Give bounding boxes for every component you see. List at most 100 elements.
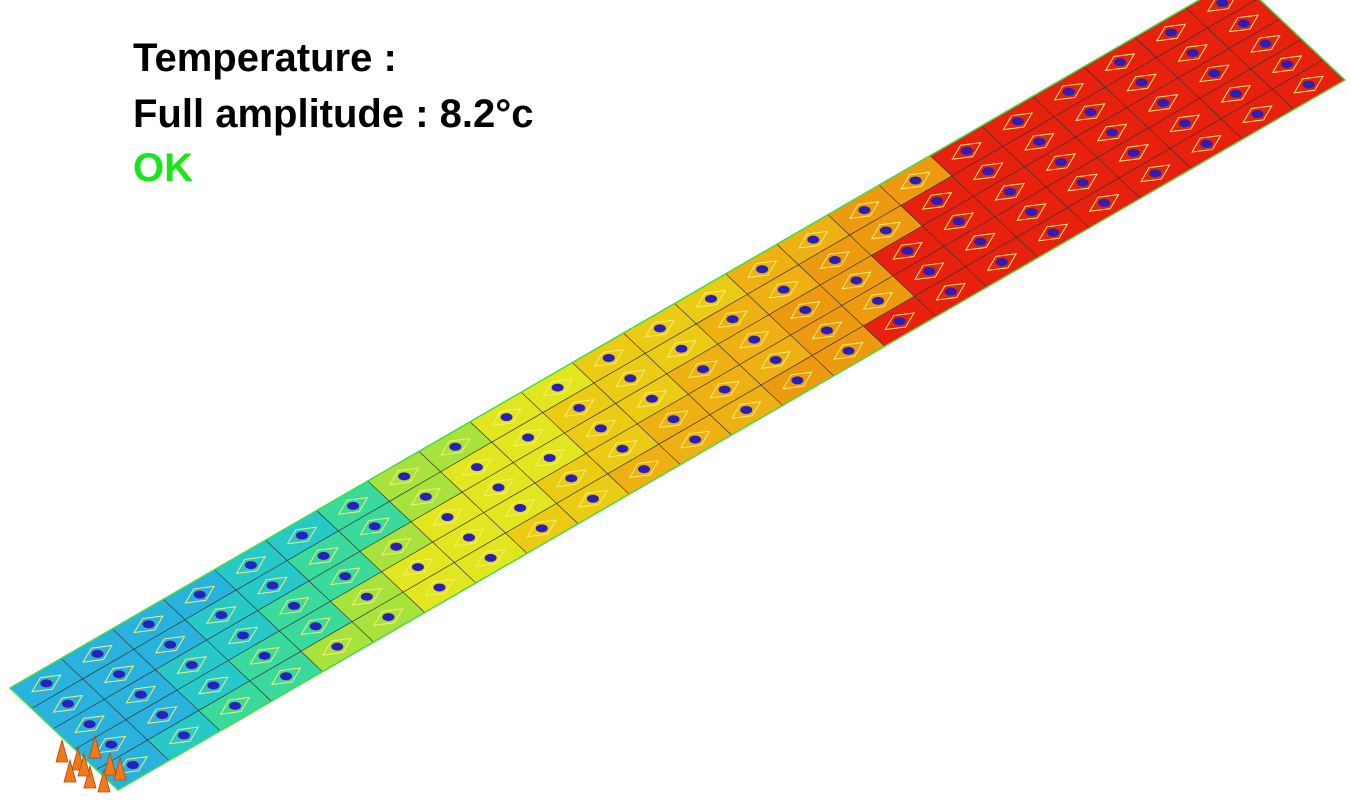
probe — [536, 524, 548, 532]
probe — [791, 376, 803, 384]
probe — [113, 670, 125, 678]
probe — [756, 265, 768, 273]
probe — [156, 711, 168, 719]
probe — [398, 472, 410, 480]
probe — [770, 356, 782, 364]
probe — [624, 374, 636, 382]
probe — [1208, 69, 1220, 77]
probe — [843, 347, 855, 355]
probe — [638, 465, 650, 473]
probe — [689, 436, 701, 444]
viewport: Temperature : Full amplitude : 8.2°c OK — [0, 0, 1351, 807]
probe — [1303, 81, 1315, 89]
probe — [237, 631, 249, 639]
probe — [953, 217, 965, 225]
probe — [229, 702, 241, 710]
probe — [91, 650, 103, 658]
probe — [858, 206, 870, 214]
probe — [471, 463, 483, 471]
probe — [675, 345, 687, 353]
probe — [259, 652, 271, 660]
probe — [850, 276, 862, 284]
probe — [544, 454, 556, 462]
probe — [1084, 108, 1096, 116]
probe — [974, 238, 986, 246]
probe — [961, 147, 973, 155]
probe — [245, 561, 257, 569]
probe — [1252, 110, 1264, 118]
probe — [361, 593, 373, 601]
probe — [493, 484, 505, 492]
probe — [164, 641, 176, 649]
probe — [872, 297, 884, 305]
probe — [1281, 60, 1293, 68]
probe — [186, 661, 198, 669]
probe — [778, 286, 790, 294]
probe — [923, 267, 935, 275]
probe — [1149, 169, 1161, 177]
probe — [668, 415, 680, 423]
probe — [1114, 58, 1126, 66]
probe — [1187, 49, 1199, 57]
heat-source — [56, 740, 68, 762]
probe — [143, 620, 155, 628]
probe — [1106, 129, 1118, 137]
probe — [646, 395, 658, 403]
probe — [266, 581, 278, 589]
status: OK — [133, 148, 193, 188]
probe — [894, 317, 906, 325]
probe — [449, 443, 461, 451]
probe — [1055, 158, 1067, 166]
probe — [105, 741, 117, 749]
probe — [996, 258, 1008, 266]
probe — [310, 622, 322, 630]
probe — [748, 336, 760, 344]
probe — [1047, 229, 1059, 237]
probe — [727, 315, 739, 323]
probe — [1179, 119, 1191, 127]
probe — [441, 513, 453, 521]
probe — [1136, 79, 1148, 87]
amplitude: Full amplitude : 8.2°c — [133, 94, 534, 134]
probe — [62, 700, 74, 708]
probe — [420, 493, 432, 501]
probe — [127, 761, 139, 769]
probe — [565, 474, 577, 482]
probe — [902, 247, 914, 255]
probe — [603, 354, 615, 362]
probe — [552, 384, 564, 392]
probe — [1004, 188, 1016, 196]
probe — [1259, 40, 1271, 48]
probe — [1063, 88, 1075, 96]
probe — [280, 672, 292, 680]
probe — [288, 602, 300, 610]
probe — [821, 326, 833, 334]
probe — [1025, 208, 1037, 216]
probe — [318, 552, 330, 560]
probe — [500, 413, 512, 421]
probe — [654, 324, 666, 332]
probe — [616, 445, 628, 453]
probe — [390, 543, 402, 551]
probe — [1033, 138, 1045, 146]
probe — [339, 572, 351, 580]
probe — [595, 424, 607, 432]
probe — [1200, 140, 1212, 148]
probe — [1012, 117, 1024, 125]
probe — [880, 226, 892, 234]
probe — [382, 613, 394, 621]
probe — [587, 495, 599, 503]
probe — [207, 681, 219, 689]
probe — [829, 256, 841, 264]
probe — [296, 531, 308, 539]
probe — [463, 534, 475, 542]
probe — [514, 504, 526, 512]
probe — [40, 679, 52, 687]
title: Temperature : — [133, 38, 397, 78]
probe — [194, 591, 206, 599]
probe — [135, 691, 147, 699]
probe — [412, 563, 424, 571]
probe — [799, 306, 811, 314]
probe — [1128, 149, 1140, 157]
probe — [1077, 179, 1089, 187]
